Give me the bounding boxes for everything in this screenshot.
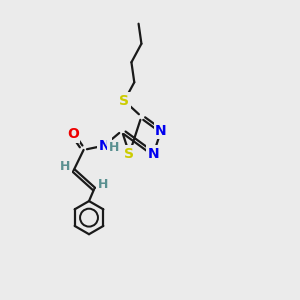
Text: S: S: [124, 147, 134, 161]
Text: N: N: [148, 147, 159, 161]
Text: H: H: [60, 160, 70, 173]
Text: N: N: [155, 124, 167, 138]
Text: N: N: [98, 139, 110, 153]
Text: S: S: [119, 94, 129, 108]
Text: H: H: [98, 178, 109, 191]
Text: H: H: [109, 141, 119, 154]
Text: O: O: [67, 127, 79, 141]
